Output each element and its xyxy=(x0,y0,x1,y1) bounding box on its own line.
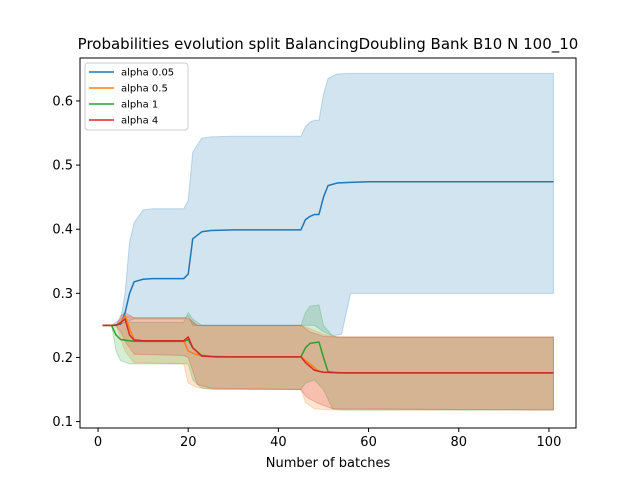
y-axis: 0.1 0.2 0.3 0.4 0.5 0.6 xyxy=(52,94,80,430)
line-series-1 xyxy=(102,181,554,327)
plot-frame xyxy=(79,57,577,429)
x-tick-label: 80 xyxy=(450,435,467,450)
y-tick-label: 0.2 xyxy=(52,351,73,366)
legend-label-1: alpha 0.05 xyxy=(121,68,174,79)
x-tick-label: 40 xyxy=(270,435,287,450)
band-series-1 xyxy=(102,72,554,337)
band-series-3 xyxy=(102,304,554,411)
line-series-2 xyxy=(102,315,554,374)
band-series-4 xyxy=(102,311,554,411)
y-tick-label: 0.4 xyxy=(52,223,73,238)
x-tick-label: 20 xyxy=(180,435,197,450)
legend-box xyxy=(84,62,189,131)
legend: alpha 0.05 alpha 0.5 alpha 1 alpha 4 xyxy=(84,62,189,131)
line-series-4 xyxy=(102,318,554,374)
chart-title: Probabilities evolution split BalancingD… xyxy=(78,35,579,54)
confidence-bands xyxy=(102,72,554,411)
x-axis-title: Number of batches xyxy=(266,456,391,471)
legend-label-3: alpha 1 xyxy=(121,100,158,111)
y-tick-label: 0.6 xyxy=(52,94,73,109)
x-tick-label: 0 xyxy=(94,435,102,450)
y-tick-label: 0.3 xyxy=(52,287,73,302)
x-tick-label: 100 xyxy=(537,435,562,450)
x-axis: 0 20 40 60 80 100 xyxy=(94,428,561,450)
legend-label-2: alpha 0.5 xyxy=(121,84,168,95)
x-tick-label: 60 xyxy=(360,435,377,450)
band-series-2 xyxy=(102,315,554,411)
y-tick-label: 0.5 xyxy=(52,159,73,174)
legend-label-4: alpha 4 xyxy=(121,116,158,127)
y-tick-label: 0.1 xyxy=(52,415,73,430)
series-lines xyxy=(102,181,554,374)
